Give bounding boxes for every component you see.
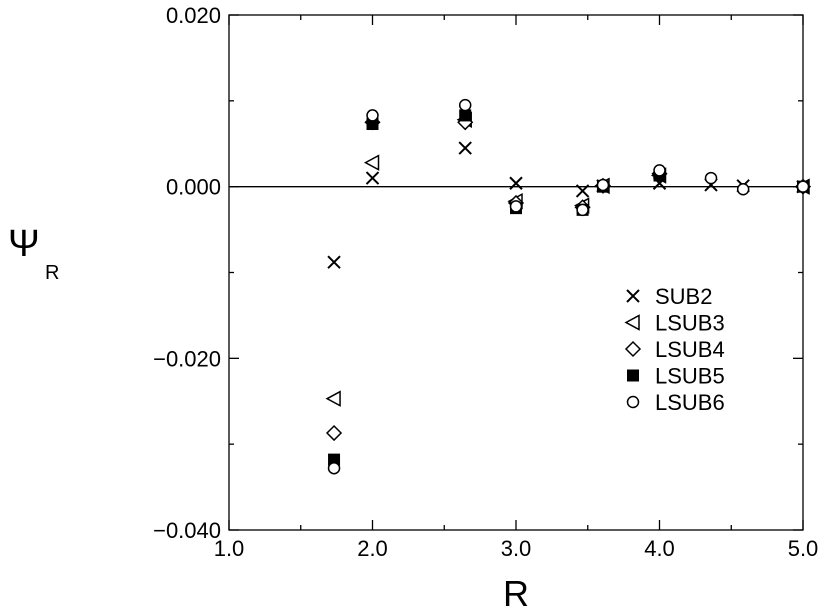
y-tick-label: 0.020: [166, 3, 221, 28]
y-tick-label: −0.020: [153, 346, 221, 371]
x-tick-label: 4.0: [644, 536, 675, 561]
plot-frame: [228, 14, 804, 531]
legend-label-lsub4: LSUB4: [655, 337, 725, 362]
x-tick-label: 2.0: [357, 536, 388, 561]
lsub5-point: [328, 453, 341, 466]
y-axis-title-subscript: R: [45, 262, 59, 284]
sub2-point: [509, 176, 523, 190]
y-tick-label: −0.040: [153, 518, 221, 543]
lsub5-point: [459, 109, 472, 122]
x-axis-title: R: [503, 573, 529, 613]
y-tick-label: 0.000: [166, 175, 221, 200]
y-axis-title: Ψ: [8, 223, 40, 265]
lsub6-point: [366, 109, 379, 122]
lsub6-point: [327, 461, 341, 475]
legend-label-lsub5: LSUB5: [655, 364, 725, 389]
lsub6-point: [576, 203, 589, 217]
legend-marker-sub2: [626, 289, 640, 303]
legend-marker-lsub5: [627, 369, 639, 382]
x-tick-label: 3.0: [501, 536, 532, 561]
lsub3-point: [363, 154, 380, 171]
legend-label-lsub3: LSUB3: [655, 311, 725, 336]
legend-marker-lsub3: [624, 314, 640, 331]
lsub5-point: [366, 118, 379, 131]
tick-labels: 1.0 2.0 3.0 4.0 5.0 0.020 0.000 −0.020 −0.040: [153, 3, 818, 561]
lsub4-point: [325, 424, 343, 442]
sub2-point: [575, 184, 590, 198]
x-tick-label: 5.0: [788, 536, 819, 561]
lsub6-point: [596, 178, 610, 192]
lsub6-point: [458, 98, 472, 112]
lsub6-point: [704, 171, 718, 185]
lsub6-point: [509, 200, 523, 213]
sub2-point: [327, 255, 341, 269]
data-points: [325, 98, 812, 475]
legend-marker-lsub6: [626, 395, 640, 409]
lsub3-point: [325, 390, 341, 407]
lsub6-point: [796, 180, 810, 193]
legend-label-lsub6: LSUB6: [655, 390, 725, 415]
lsub6-point: [736, 182, 750, 196]
x-tick-label: 1.0: [214, 536, 245, 561]
sub2-point: [365, 171, 380, 185]
lsub6-point: [653, 164, 666, 177]
legend-label-sub2: SUB2: [655, 284, 712, 309]
legend-marker-lsub4: [624, 340, 642, 358]
sub2-point: [458, 141, 472, 155]
axis-ticks: [228, 14, 804, 531]
